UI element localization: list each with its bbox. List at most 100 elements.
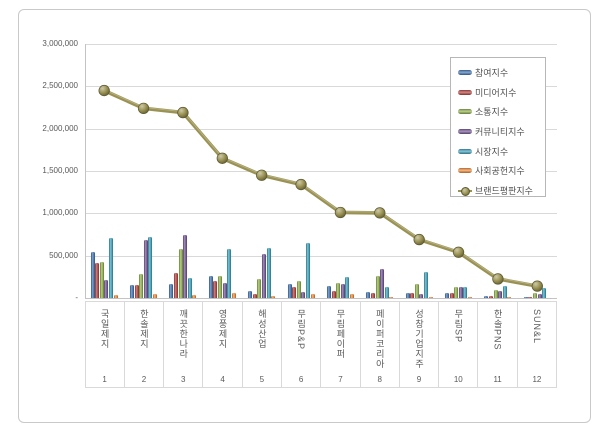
bar-미디어지수-cat6: [292, 287, 297, 298]
bar-미디어지수-cat12: [528, 296, 533, 298]
category-cell-9: 성창기업지주 9: [400, 302, 440, 387]
bar-사회공헌지수-cat10: [468, 297, 473, 298]
category-cell-12: SUN&L 12: [518, 302, 556, 387]
line-marker-cat12: [531, 280, 543, 292]
bar-시장지수-cat3: [187, 277, 192, 298]
bar-사회공헌지수-cat11: [507, 297, 512, 298]
bar-사회공헌지수-cat9: [428, 297, 433, 298]
bar-시장지수-cat4: [227, 248, 232, 298]
legend-item-미디어지수: 미디어지수: [458, 83, 539, 103]
line-marker-cat9: [413, 233, 425, 246]
legend-label: 참여지수: [475, 68, 509, 79]
category-number: 1: [102, 375, 107, 384]
category-name: 깨끗한나라: [178, 309, 189, 359]
bar-소통지수-cat1: [99, 261, 104, 298]
legend-item-시장지수: 시장지수: [458, 141, 539, 161]
legend-item-커뮤니티지수: 커뮤니티지수: [458, 122, 539, 142]
bar-참여지수-cat11: [484, 296, 489, 298]
category-cell-7: 무림페이퍼 7: [321, 302, 361, 387]
x-axis-line: [84, 298, 557, 299]
category-number: 6: [298, 375, 304, 384]
bar-참여지수-cat6: [287, 284, 292, 298]
bar-사회공헌지수-cat1: [113, 294, 118, 298]
bar-참여지수-cat12: [523, 296, 528, 298]
legend: 참여지수 미디어지수 소통지수 커뮤니티지수 시장지수 사회공헌지수 브랜드평판지수: [450, 57, 546, 197]
bar-참여지수-cat10: [445, 293, 450, 298]
legend-swatch-사회공헌지수: [458, 168, 472, 174]
bar-소통지수-cat11: [493, 289, 498, 298]
bar-커뮤니티지수-cat8: [380, 268, 385, 298]
category-name: 영풍제지: [217, 309, 228, 349]
legend-swatch-참여지수: [458, 70, 472, 76]
category-number: 7: [338, 375, 343, 384]
category-name: 해성산업: [256, 309, 267, 349]
bar-시장지수-cat9: [424, 271, 429, 298]
bar-커뮤니티지수-cat9: [419, 294, 424, 298]
bar-커뮤니티지수-cat6: [301, 292, 306, 298]
bar-시장지수-cat12: [542, 287, 547, 298]
line-marker-cat6: [295, 178, 307, 191]
category-number: 3: [181, 375, 186, 384]
category-number: 4: [220, 375, 225, 384]
category-number: 12: [532, 375, 542, 384]
bar-미디어지수-cat4: [213, 281, 218, 298]
legend-swatch-소통지수: [458, 109, 472, 115]
category-cell-1: 국일제지 1: [86, 302, 125, 387]
category-cell-8: 페이퍼코리아 8: [361, 302, 400, 387]
category-number: 8: [377, 375, 382, 384]
y-axis-tick-label: 3,000,000: [42, 39, 78, 48]
bar-커뮤니티지수-cat5: [261, 253, 266, 298]
bar-소통지수-cat7: [336, 282, 341, 298]
category-name: 페이퍼코리아: [374, 309, 385, 369]
bar-사회공헌지수-cat8: [389, 296, 394, 298]
category-cell-11: 한솔PNS 11: [478, 302, 518, 387]
y-axis-tick-label: 2,500,000: [42, 81, 78, 91]
gridline: [84, 255, 557, 257]
category-number: 5: [259, 375, 265, 384]
category-cell-6: 무림P&P 6: [282, 302, 322, 387]
bar-소통지수-cat8: [375, 276, 380, 298]
bar-소통지수-cat5: [257, 278, 262, 298]
bar-사회공헌지수-cat7: [349, 294, 354, 298]
bar-소통지수-cat2: [139, 273, 144, 298]
bar-참여지수-cat5: [248, 290, 253, 298]
legend-label: 커뮤니티지수: [475, 127, 525, 138]
line-marker-cat4: [216, 152, 228, 164]
bar-사회공헌지수-cat6: [310, 294, 315, 298]
category-name: 무림SP: [453, 309, 464, 344]
bar-시장지수-cat11: [502, 285, 507, 298]
y-axis-tick-label: 1,000,000: [42, 208, 78, 218]
bar-미디어지수-cat3: [174, 272, 179, 298]
bar-미디어지수-cat11: [489, 296, 494, 298]
category-name: 국일제지: [99, 309, 110, 349]
legend-label: 소통지수: [475, 107, 509, 118]
bar-커뮤니티지수-cat2: [143, 240, 148, 298]
category-cell-4: 영풍제지 4: [203, 302, 243, 387]
legend-item-소통지수: 소통지수: [458, 102, 539, 122]
category-number: 9: [416, 375, 422, 384]
y-axis-tick-label: -: [75, 293, 78, 302]
category-name: 한솔제지: [138, 309, 149, 349]
bar-사회공헌지수-cat3: [192, 295, 197, 298]
bar-참여지수-cat1: [90, 252, 95, 298]
bar-사회공헌지수-cat5: [271, 296, 276, 298]
bar-소통지수-cat10: [454, 287, 459, 298]
bar-소통지수-cat12: [533, 292, 537, 298]
bar-시장지수-cat2: [148, 237, 153, 298]
bar-참여지수-cat3: [169, 284, 174, 298]
legend-label: 시장지수: [475, 146, 509, 157]
bar-참여지수-cat8: [366, 292, 371, 298]
bar-커뮤니티지수-cat7: [340, 284, 345, 298]
y-axis-tick-label: 500,000: [49, 250, 78, 260]
bar-소통지수-cat6: [296, 280, 301, 298]
bar-시장지수-cat8: [384, 287, 389, 298]
bar-참여지수-cat7: [326, 286, 331, 298]
bar-커뮤니티지수-cat1: [104, 280, 109, 298]
bar-미디어지수-cat2: [134, 284, 139, 298]
legend-swatch-브랜드평판지수: [458, 186, 472, 196]
legend-item-사회공헌지수: 사회공헌지수: [458, 161, 539, 181]
bar-시장지수-cat6: [305, 243, 310, 298]
legend-item-브랜드평판지수: 브랜드평판지수: [458, 181, 539, 201]
bar-사회공헌지수-cat2: [153, 293, 158, 298]
bar-미디어지수-cat1: [95, 263, 100, 298]
